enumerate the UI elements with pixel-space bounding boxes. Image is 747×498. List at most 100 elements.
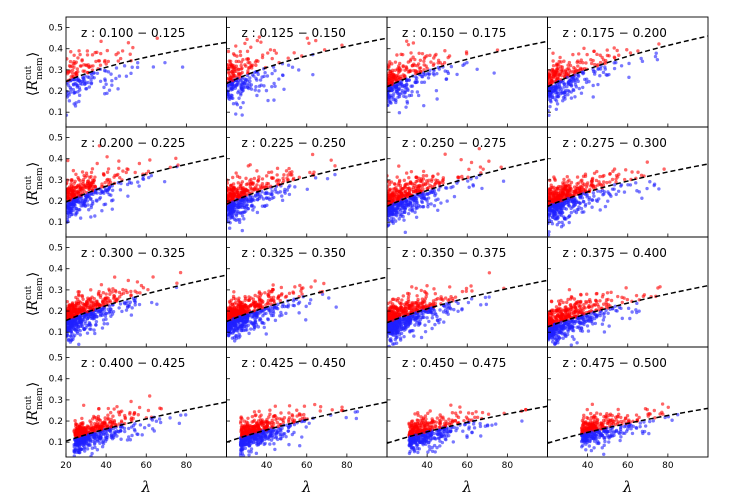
scatter-point (580, 181, 585, 185)
scatter-point (612, 61, 616, 65)
scatter-point (551, 195, 555, 199)
scatter-point (431, 63, 436, 67)
panel: z : 0.150 − 0.175 (386, 16, 548, 128)
scatter-point (99, 185, 104, 189)
scatter-point (105, 48, 110, 53)
scatter-point (471, 183, 475, 187)
scatter-point (616, 189, 621, 193)
scatter-point (398, 61, 402, 66)
scatter-point (567, 60, 572, 65)
scatter-point (241, 308, 245, 312)
scatter-point (66, 95, 70, 99)
scatter-point (547, 214, 551, 219)
scatter-point (395, 327, 400, 332)
scatter-point (104, 317, 108, 321)
scatter-point (112, 275, 117, 279)
scatter-point (420, 80, 424, 85)
scatter-point (178, 270, 183, 275)
scatter-point (582, 46, 586, 51)
scatter-point (85, 301, 89, 305)
scatter-point (414, 196, 419, 201)
scatter-point (88, 175, 92, 180)
scatter-point (406, 182, 410, 186)
scatter-point (93, 214, 97, 218)
scatter-point (273, 68, 277, 73)
scatter-point (269, 170, 274, 174)
scatter-point (151, 65, 156, 69)
scatter-point (388, 100, 393, 105)
scatter-point (572, 88, 576, 93)
scatter-point (66, 181, 69, 185)
scatter-point (250, 198, 254, 202)
scatter-point (449, 64, 454, 69)
scatter-point (69, 90, 73, 94)
scatter-point (402, 178, 407, 183)
scatter-point (459, 157, 463, 162)
scatter-point (420, 51, 425, 56)
scatter-point (554, 186, 558, 191)
scatter-point (614, 192, 618, 197)
scatter-point (395, 83, 400, 87)
scatter-point (286, 56, 290, 60)
scatter-point (102, 172, 106, 177)
scatter-point (407, 78, 411, 82)
scatter-point (242, 217, 246, 221)
scatter-point (274, 51, 278, 55)
scatter-point (606, 190, 610, 194)
scatter-point (425, 179, 429, 183)
scatter-point (451, 184, 455, 189)
scatter-point (126, 194, 130, 198)
scatter-point (251, 299, 256, 304)
scatter-point (577, 86, 582, 91)
scatter-point (487, 271, 492, 275)
scatter-point (250, 63, 255, 67)
scatter-point (231, 73, 236, 78)
scatter-point (443, 69, 447, 73)
scatter-point (89, 327, 93, 331)
panel-label: z : 0.325 − 0.350 (242, 246, 346, 260)
scatter-point (398, 67, 402, 71)
scatter-point (596, 63, 600, 67)
scatter-point (255, 197, 260, 202)
scatter-point (98, 313, 103, 318)
scatter-point (256, 325, 261, 329)
scatter-point (652, 182, 657, 186)
scatter-point (590, 179, 594, 183)
scatter-point (408, 330, 412, 334)
scatter-point (77, 99, 81, 104)
scatter-point (591, 95, 595, 99)
scatter-point (125, 290, 129, 295)
scatter-point (558, 188, 563, 193)
scatter-point (553, 203, 557, 207)
scatter-point (421, 205, 425, 209)
scatter-point (155, 302, 159, 306)
scatter-point (113, 288, 118, 293)
scatter-point (258, 78, 263, 82)
scatter-point (85, 53, 90, 57)
scatter-point (245, 49, 250, 54)
scatter-point (612, 187, 616, 191)
scatter-point (547, 208, 552, 212)
scatter-point (72, 202, 76, 206)
scatter-point (228, 324, 232, 329)
scatter-point (466, 179, 470, 183)
scatter-point (232, 339, 237, 343)
scatter-point (595, 169, 599, 174)
scatter-point (229, 70, 234, 74)
scatter-point (226, 206, 230, 210)
scatter-point (400, 193, 405, 197)
scatter-point (406, 211, 411, 216)
scatter-point (66, 218, 70, 222)
scatter-point (291, 290, 295, 294)
scatter-point (68, 201, 72, 206)
scatter-point (78, 208, 82, 212)
scatter-point (547, 188, 551, 192)
scatter-point (270, 192, 274, 197)
scatter-point (95, 50, 99, 55)
scatter-point (576, 64, 580, 68)
scatter-point (254, 63, 258, 67)
scatter-point (460, 289, 465, 294)
scatter-point (634, 181, 638, 185)
